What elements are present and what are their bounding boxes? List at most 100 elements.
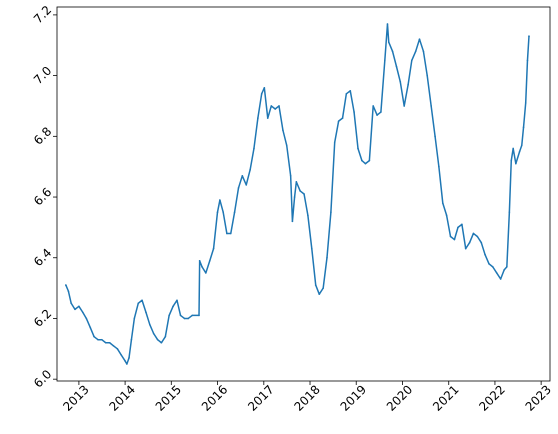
series-point — [438, 165, 440, 168]
series-point — [289, 174, 292, 177]
plot-frame — [56, 6, 551, 382]
series-point — [222, 211, 224, 214]
series-point — [70, 302, 72, 305]
series-point — [508, 211, 511, 214]
series-point — [357, 147, 359, 150]
series-point — [160, 341, 163, 344]
series-point — [488, 263, 490, 265]
series-point — [291, 220, 294, 223]
series-point — [216, 211, 219, 214]
series-point — [484, 253, 486, 256]
series-point — [526, 59, 529, 62]
series-point — [426, 74, 429, 77]
series-point — [183, 317, 186, 320]
series-point — [410, 59, 413, 62]
series-point — [266, 117, 269, 119]
series-point — [212, 247, 215, 250]
series-point — [133, 317, 136, 320]
series-point — [176, 299, 178, 302]
series-point — [364, 162, 367, 165]
series-point — [491, 266, 494, 268]
series-point — [198, 314, 200, 317]
series-point — [108, 341, 111, 344]
series-point — [322, 287, 324, 289]
series-point — [85, 317, 88, 320]
series-point — [522, 126, 525, 129]
series-point — [237, 187, 240, 189]
series-point — [515, 162, 517, 165]
series-layer — [65, 23, 530, 365]
series-point — [137, 302, 140, 305]
series-point — [499, 278, 502, 280]
series-point — [126, 363, 128, 365]
series-point — [407, 83, 409, 86]
series-point — [418, 38, 421, 40]
series-point — [395, 65, 398, 68]
series-point — [464, 247, 467, 250]
series-point — [520, 144, 523, 147]
series-point — [506, 266, 508, 268]
series-point — [260, 93, 263, 95]
series-point — [472, 232, 475, 235]
series-point — [318, 293, 321, 295]
series-point — [179, 314, 182, 317]
series-point — [112, 344, 115, 347]
series-point — [285, 144, 288, 147]
series-point — [65, 284, 67, 286]
series-line-0 — [65, 23, 530, 365]
series-point — [241, 174, 244, 177]
series-point — [293, 196, 296, 198]
series-point — [333, 141, 336, 144]
series-point — [270, 105, 273, 107]
series-point — [278, 105, 280, 107]
series-point — [191, 314, 193, 317]
series-point — [303, 193, 305, 195]
series-point — [233, 211, 236, 214]
series-point — [282, 129, 284, 132]
series-point — [93, 335, 95, 338]
series-point — [403, 105, 405, 107]
series-point — [510, 159, 513, 162]
series-point — [253, 147, 255, 150]
series-point — [97, 338, 99, 341]
series-point — [229, 232, 232, 235]
series-point — [245, 184, 248, 186]
series-point — [164, 335, 167, 338]
series-point — [441, 202, 444, 204]
series-point — [361, 159, 363, 162]
series-point — [422, 50, 425, 53]
series-point — [299, 190, 301, 192]
series-point — [101, 338, 103, 341]
series-point — [461, 223, 463, 226]
series-point — [128, 357, 130, 359]
series-point — [295, 181, 298, 183]
series-point — [249, 168, 251, 171]
series-point — [468, 241, 471, 244]
series-point — [512, 147, 514, 150]
series-point — [414, 50, 417, 53]
series-point — [330, 211, 332, 214]
series-point — [168, 314, 170, 317]
series-point — [198, 259, 201, 262]
series-point — [503, 269, 505, 271]
series-point — [120, 354, 122, 356]
series-point — [208, 259, 211, 262]
series-point — [399, 80, 402, 83]
series-point — [349, 89, 352, 92]
series-point — [384, 59, 386, 62]
series-point — [82, 311, 84, 314]
series-point — [124, 360, 126, 362]
series-point — [145, 311, 147, 314]
series-point — [449, 235, 452, 238]
series-point — [457, 226, 459, 229]
series-point — [387, 41, 390, 44]
series-point — [152, 332, 155, 335]
series-point — [307, 214, 309, 217]
series-point — [104, 341, 107, 344]
series-point — [430, 105, 432, 107]
series-point — [156, 338, 159, 341]
series-point — [274, 108, 277, 110]
series-point — [89, 326, 92, 329]
series-point — [445, 214, 448, 217]
